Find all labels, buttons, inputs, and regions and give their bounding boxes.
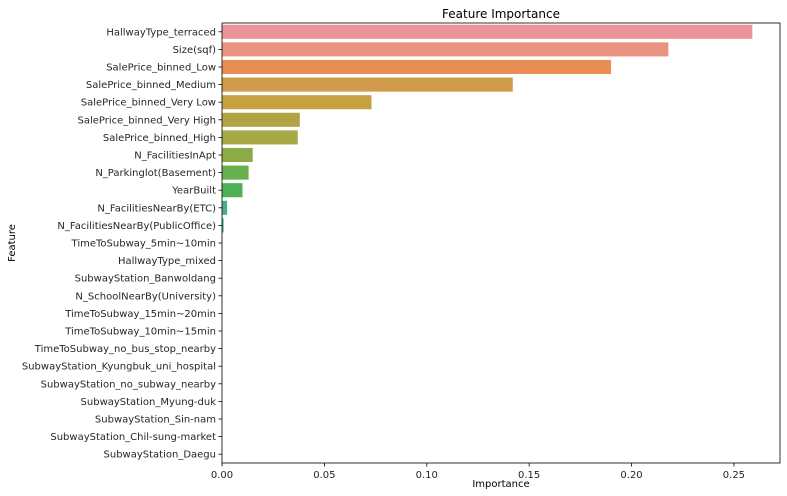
bar-1 [222,42,669,57]
x-tick-label: 0.20 [620,470,642,481]
y-ticks-group: HallwayType_terraced Size(sqf) SalePrice_b… [22,27,222,461]
x-tick-label: 0.10 [416,470,438,481]
y-tick-label: Size(sqf) [173,45,217,56]
bar-2 [222,59,612,75]
y-tick-label: SalePrice_binned_High [103,133,216,144]
bar-11 [222,218,224,233]
bar-7 [222,147,253,163]
x-tick-label: 0.25 [723,470,745,481]
y-tick-label: HallwayType_terraced [106,27,216,38]
x-tick-label: 0.15 [518,470,540,481]
bar-4 [222,95,372,110]
y-tick-label: N_FacilitiesInApt [134,151,216,162]
y-tick-label: N_Parkinglot(Basement) [95,168,216,179]
x-tick-label: 0.05 [313,470,335,481]
y-tick-label: SubwayStation_Sin-nam [95,415,216,426]
bar-5 [222,112,300,127]
bar-6 [222,130,298,145]
y-tick-label: SubwayStation_no_subway_nearby [41,379,216,390]
y-tick-label: TimeToSubway_15min~20min [64,309,216,320]
x-axis-label: Importance [472,479,529,490]
y-tick-label: TimeToSubway_no_bus_stop_nearby [34,344,216,355]
y-axis-label: Feature [7,224,18,262]
y-tick-label: SalePrice_binned_Very Low [81,98,216,109]
bar-10 [222,200,228,215]
y-tick-label: SalePrice_binned_Low [106,63,216,74]
y-tick-label: SubwayStation_Kyungbuk_uni_hospital [22,362,216,373]
y-tick-label: SubwayStation_Daegu [104,450,216,461]
y-tick-label: N_SchoolNearBy(University) [75,291,216,302]
y-tick-label: N_FacilitiesNearBy(PublicOffice) [57,221,216,232]
y-tick-label: SubwayStation_Banwoldang [75,274,216,285]
y-tick-label: SubwayStation_Myung-duk [81,397,217,408]
bar-0 [222,24,753,39]
y-tick-label: HallwayType_mixed [118,256,216,267]
y-tick-label: SalePrice_binned_Very High [77,115,216,126]
chart-title: Feature Importance [442,7,560,21]
bar-9 [222,183,243,198]
y-tick-label: SalePrice_binned_Medium [86,80,216,91]
x-ticks-group: 0.00 0.05 0.10 0.15 0.20 0.25 [211,463,745,481]
y-tick-label: SubwayStation_Chil-sung-market [50,432,216,443]
y-tick-label: TimeToSubway_10min~15min [64,327,216,338]
bar-8 [222,165,249,180]
bar-3 [222,77,513,92]
bars-group [222,24,753,321]
y-tick-label: N_FacilitiesNearBy(ETC) [97,203,216,214]
y-tick-label: YearBuilt [171,186,216,197]
x-tick-label: 0.00 [211,470,233,481]
y-tick-label: TimeToSubway_5min~10min [71,239,216,250]
